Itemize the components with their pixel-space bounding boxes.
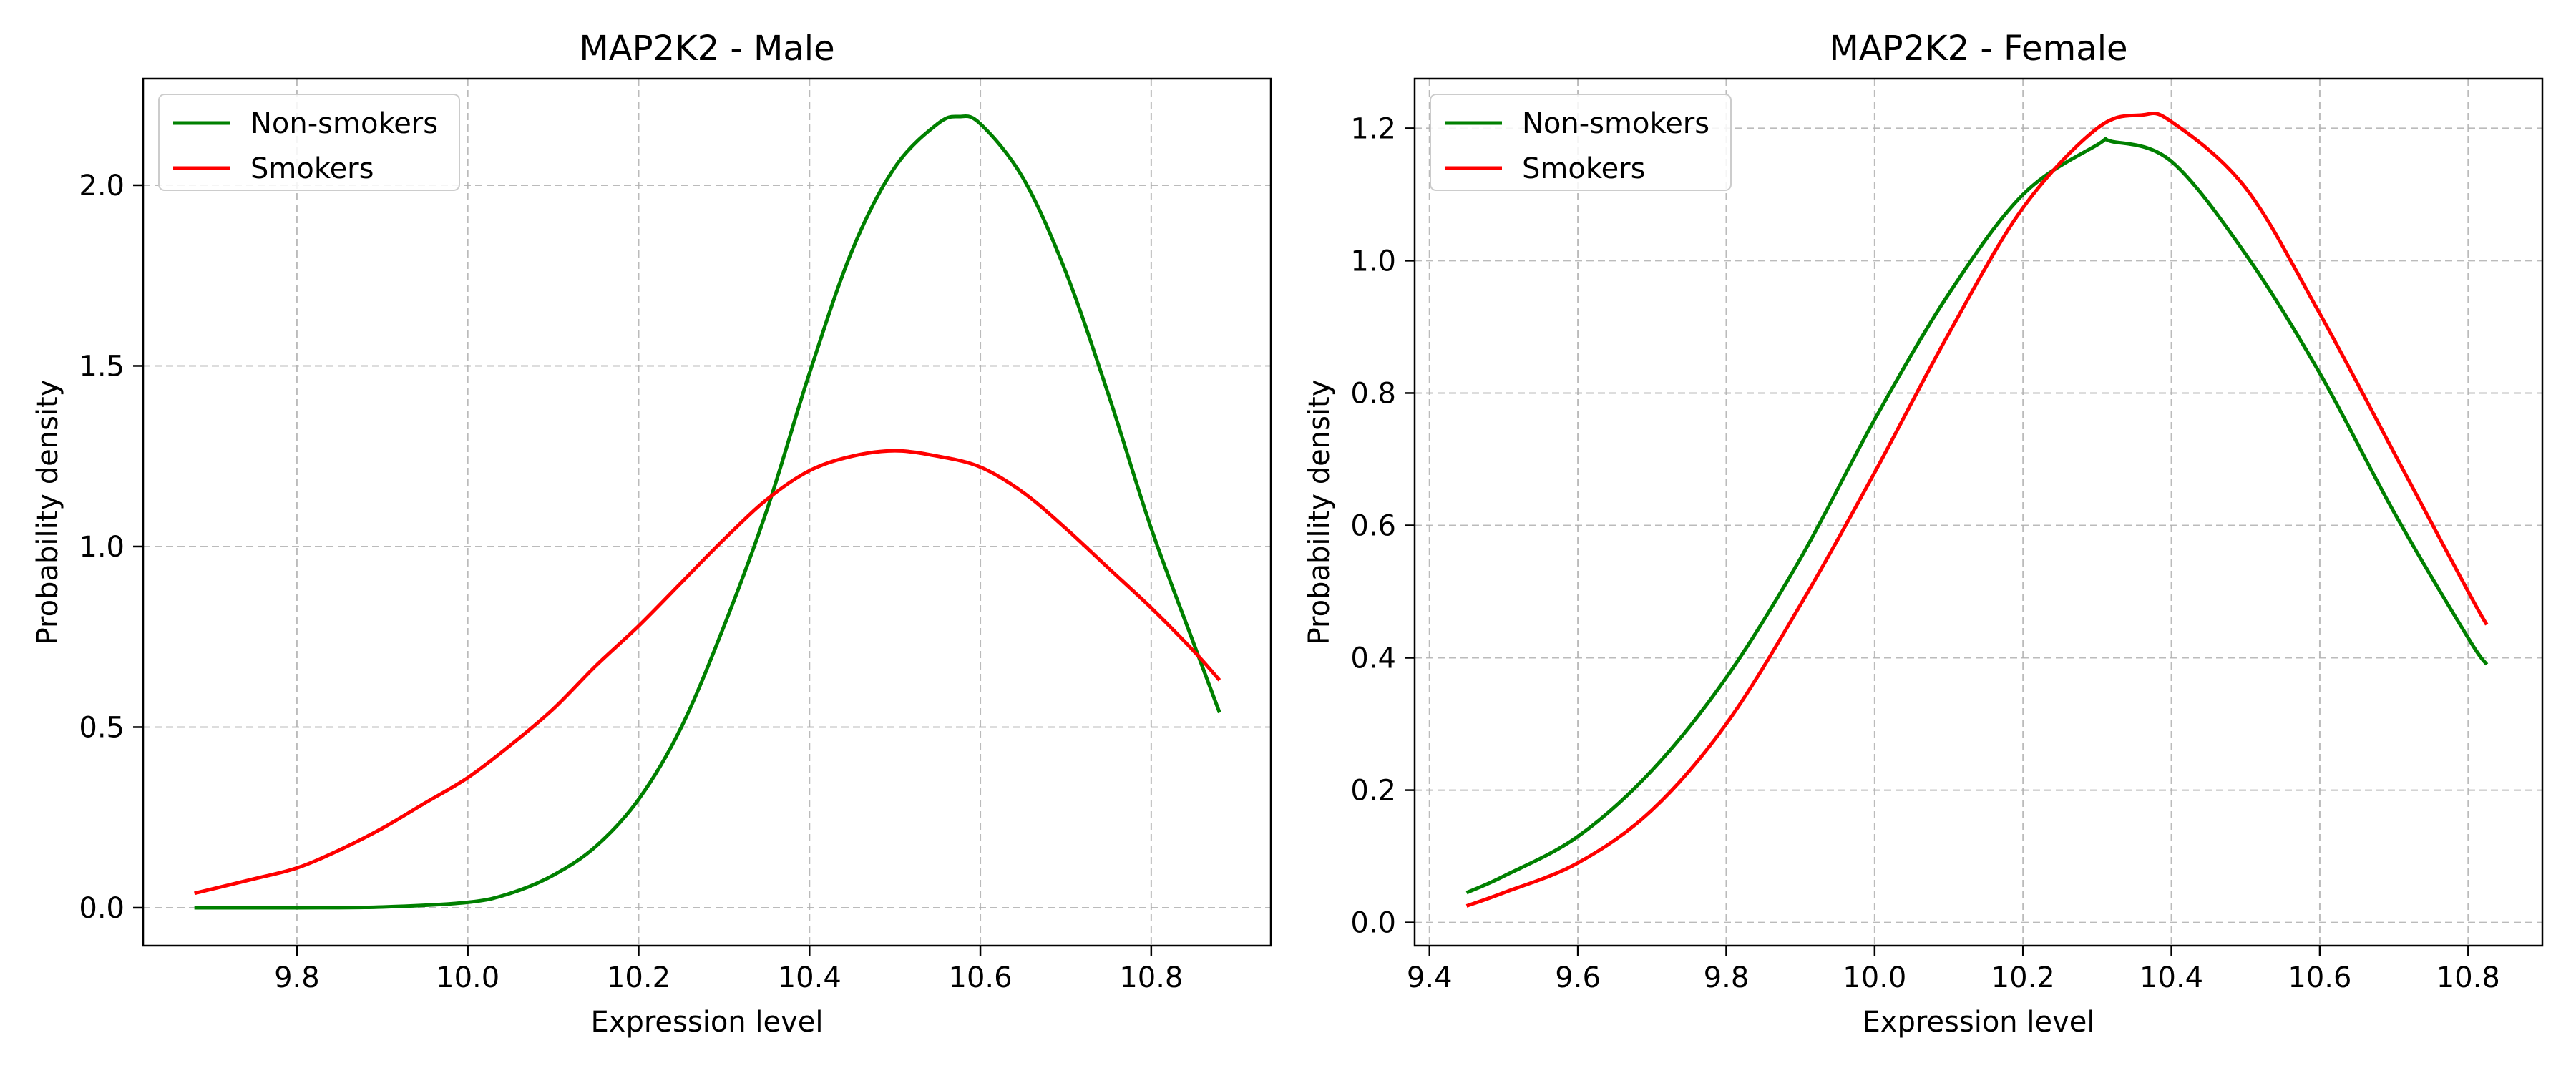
male-x-tick-label: 9.8 [274, 961, 320, 994]
female-x-tick-label: 9.8 [1704, 961, 1750, 994]
female-x-axis-label: Expression level [1863, 1006, 2095, 1039]
female-series-line-non-smokers [1465, 137, 2489, 895]
male-x-tick-label: 10.0 [436, 961, 499, 994]
male-chart-panel: 9.8 10.0 10.2 10.4 10.6 10.8 0.0 0.5 1.0 1.5 2.0 MA… [31, 29, 1272, 1039]
male-y-tick-label: 0.5 [79, 711, 125, 744]
female-legend-label-non-smokers: Non-smokers [1522, 107, 1709, 140]
female-y-tick-label: 1.2 [1350, 112, 1396, 145]
male-legend-label-smokers: Smokers [250, 152, 374, 185]
female-x-tick-label: 10.2 [1991, 961, 2055, 994]
male-legend: Non-smokers Smokers [158, 94, 460, 191]
male-y-tick-label: 1.0 [79, 531, 125, 564]
male-y-tick-label: 1.5 [79, 350, 125, 383]
male-series-line-non-smokers [194, 114, 1221, 910]
male-series-line-smokers [194, 449, 1221, 896]
female-x-tick-label: 10.4 [2140, 961, 2203, 994]
female-legend: Non-smokers Smokers [1430, 94, 1732, 191]
female-x-tick-label: 10.6 [2288, 961, 2351, 994]
female-axes-frame [1413, 77, 2544, 947]
female-legend-box [1430, 94, 1732, 191]
female-y-tick-label: 1.0 [1350, 245, 1396, 278]
male-axes-frame [142, 77, 1272, 947]
male-x-tick-label: 10.8 [1119, 961, 1183, 994]
female-y-tick-label: 0.8 [1350, 377, 1396, 410]
female-y-tick-label: 0.4 [1350, 642, 1396, 675]
male-y-tick-label: 2.0 [79, 170, 125, 202]
male-chart-title: MAP2K2 - Male [579, 29, 834, 69]
female-y-tick-label: 0.0 [1350, 907, 1396, 940]
female-y-tick-label: 0.6 [1350, 510, 1396, 543]
male-y-tick-label: 0.0 [79, 892, 125, 925]
female-y-tick-label: 0.2 [1350, 775, 1396, 808]
female-chart-panel: 9.4 9.6 9.8 10.0 10.2 10.4 10.6 10.8 0.0 0.2 0.4 0.… [1303, 29, 2544, 1039]
female-chart-title: MAP2K2 - Female [1829, 29, 2127, 69]
female-x-tick-label: 9.4 [1407, 961, 1453, 994]
female-x-tick-label: 10.8 [2436, 961, 2500, 994]
male-legend-box [158, 94, 460, 191]
male-y-axis-label: Probability density [31, 380, 64, 645]
male-x-tick-label: 10.4 [778, 961, 841, 994]
female-series-line-smokers [1465, 112, 2489, 908]
female-x-tick-label: 10.0 [1843, 961, 1906, 994]
female-y-axis-label: Probability density [1303, 380, 1336, 645]
female-legend-label-smokers: Smokers [1522, 152, 1645, 185]
male-x-tick-label: 10.2 [607, 961, 670, 994]
female-x-tick-label: 9.6 [1555, 961, 1601, 994]
male-x-tick-label: 10.6 [949, 961, 1013, 994]
male-x-axis-label: Expression level [591, 1006, 824, 1039]
male-legend-label-non-smokers: Non-smokers [250, 107, 438, 140]
